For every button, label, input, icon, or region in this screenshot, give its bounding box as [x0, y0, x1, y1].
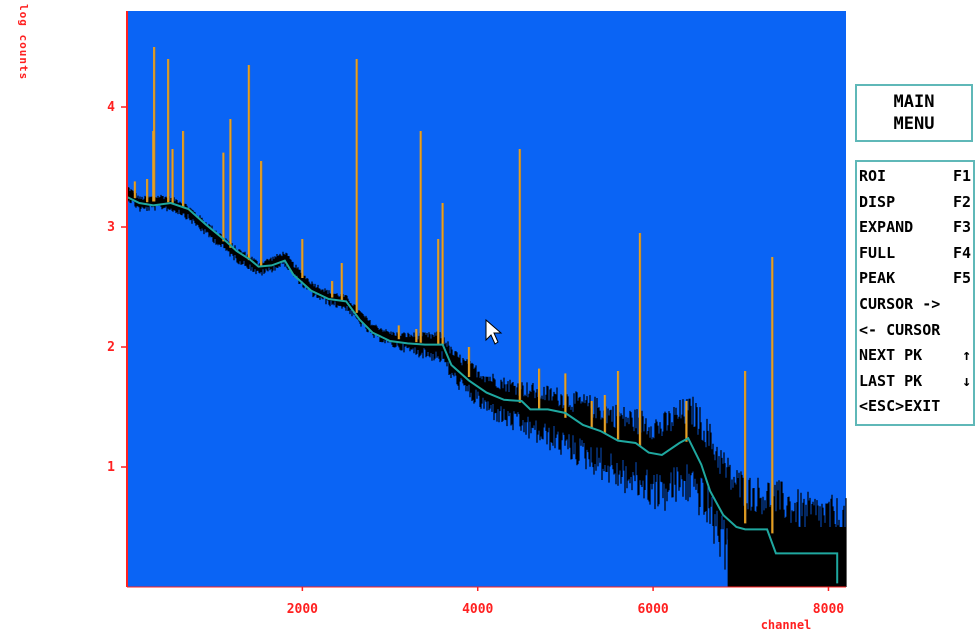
menu-item-key: F2 [952, 192, 971, 211]
menu-item-exit[interactable]: <ESC>EXIT [859, 394, 973, 420]
x-tick-label: 4000 [462, 602, 493, 617]
menu-item-label: FULL [859, 243, 896, 262]
menu-item-label: CURSOR -> [859, 294, 941, 313]
spectrum-layer [126, 185, 847, 587]
menu-item-cursor-left[interactable]: <- CURSOR [859, 318, 973, 344]
y-tick-label: 3 [107, 220, 115, 235]
menu-item-label: <- CURSOR [859, 320, 941, 339]
main-menu-title-line1: MAIN [893, 92, 935, 112]
menu-item-key: F3 [952, 218, 971, 237]
menu-item-roi[interactable]: ROI F1 [859, 164, 973, 190]
menu-item-label: ROI [859, 167, 887, 185]
roi-layer [126, 196, 839, 584]
menu-item-label: DISP [859, 192, 896, 211]
menu-item-label: EXPAND [859, 218, 914, 237]
mouse-cursor-icon [485, 318, 503, 345]
menu-item-full[interactable]: FULL F4 [859, 241, 973, 267]
main-menu-title-line2: MENU [893, 114, 935, 134]
menu-item-peak[interactable]: PEAK F5 [859, 266, 973, 292]
peaks-layer [133, 47, 774, 534]
x-tick-label: 2000 [287, 602, 318, 617]
y-tick-label: 2 [107, 340, 115, 355]
x-tick-label: 8000 [813, 602, 844, 617]
x-axis-label: channel [761, 618, 812, 632]
menu-item-cursor-right[interactable]: CURSOR -> [859, 292, 973, 318]
menu-item-key: F5 [952, 269, 971, 288]
roi-line [126, 196, 839, 584]
menu-item-next-peak[interactable]: NEXT PK ↑ [859, 343, 973, 369]
menu-item-label: NEXT PK [859, 346, 923, 365]
y-tick-label: 1 [107, 460, 115, 475]
menu-item-key: ↓ [961, 371, 971, 390]
menu-item-last-peak[interactable]: LAST PK ↓ [859, 369, 973, 395]
menu-item-label: <ESC>EXIT [859, 397, 941, 416]
menu-item-key: F1 [952, 167, 971, 185]
y-tick-label: 4 [107, 100, 115, 115]
x-tick-label: 6000 [637, 602, 668, 617]
spectrum-tail [727, 527, 846, 587]
menu-item-expand[interactable]: EXPAND F3 [859, 215, 973, 241]
y-axis-label: log counts [17, 4, 30, 81]
menu-item-label: PEAK [859, 269, 896, 288]
menu-item-disp[interactable]: DISP F2 [859, 190, 973, 216]
menu-item-label: LAST PK [859, 371, 923, 390]
menu-item-key: ↑ [961, 346, 971, 365]
menu-item-key: F4 [952, 243, 971, 262]
main-menu-title: MAIN MENU [855, 84, 973, 142]
main-menu: ROI F1 DISP F2 EXPAND F3 FULL F4 PEAK F5 CURS… [855, 160, 975, 426]
